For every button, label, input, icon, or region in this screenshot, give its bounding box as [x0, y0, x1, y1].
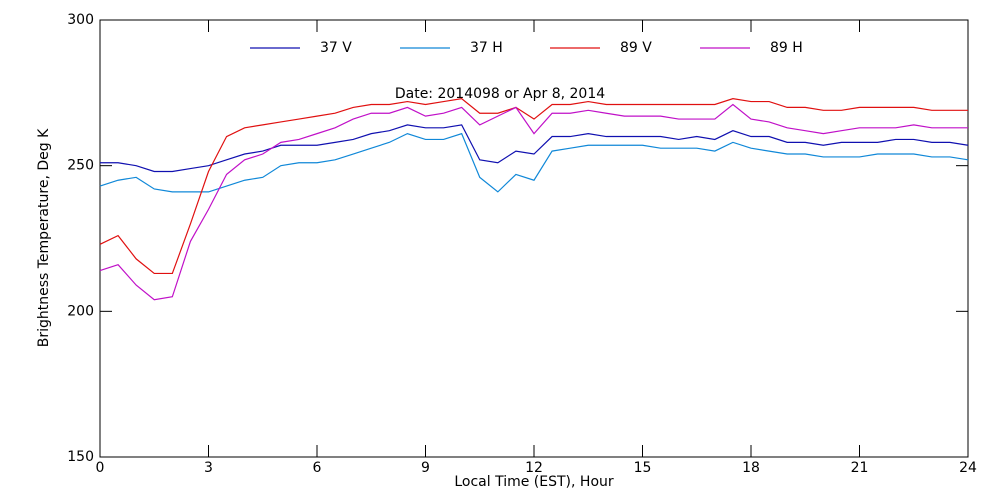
legend-label: 89 V: [620, 40, 652, 56]
series-line: [99, 103, 968, 301]
legend-label: 37 V: [320, 40, 352, 56]
x-tick-label: 3: [204, 460, 213, 476]
chart-title: Date: 2014098 or Apr 8, 2014: [395, 86, 605, 102]
y-tick-label: 150: [67, 449, 94, 465]
y-axis-label: Brightness Temperature, Deg K: [36, 128, 52, 347]
x-tick-label: 9: [421, 460, 430, 476]
x-tick-label: 15: [634, 460, 652, 476]
x-tick-label: 6: [313, 460, 322, 476]
x-tick-label: 0: [96, 460, 105, 476]
x-tick-label: 18: [742, 460, 760, 476]
x-tick-label: 21: [851, 460, 869, 476]
y-tick-label: 300: [67, 12, 94, 28]
y-tick-label: 250: [67, 158, 94, 174]
series-line: [99, 98, 968, 275]
legend-label: 37 H: [470, 40, 503, 56]
x-tick-label: 12: [525, 460, 543, 476]
series-line: [99, 132, 969, 193]
x-tick-label: 24: [959, 460, 977, 476]
series-line: [100, 124, 969, 173]
x-axis-label: Local Time (EST), Hour: [454, 474, 614, 490]
y-tick-label: 200: [67, 303, 94, 319]
legend-label: 89 H: [770, 40, 803, 56]
